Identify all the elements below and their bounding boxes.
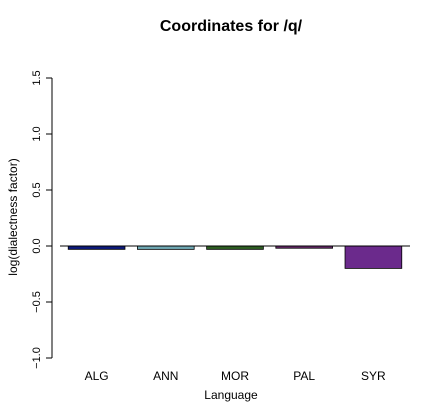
- y-tick-label: 1.0: [31, 126, 43, 141]
- y-axis-label: log(dialectness factor): [6, 158, 20, 275]
- y-tick-label: 1.5: [31, 70, 43, 85]
- x-tick-label-mor: MOR: [221, 369, 249, 383]
- bar-syr: [344, 245, 403, 269]
- x-tick-label-syr: SYR: [361, 369, 386, 383]
- x-tick-label-pal: PAL: [293, 369, 315, 383]
- bar-alg: [67, 245, 126, 250]
- x-axis-label: Language: [204, 388, 258, 402]
- x-tick-label-alg: ALG: [85, 369, 109, 383]
- x-tick-labels: ALG ANN MOR PAL SYR: [85, 369, 386, 383]
- y-tick-label: 0.0: [31, 238, 43, 253]
- bar-mor: [206, 245, 264, 250]
- y-tick-label: −0.5: [31, 291, 43, 313]
- y-tick-label: 0.5: [31, 182, 43, 197]
- x-tick-label-ann: ANN: [153, 369, 178, 383]
- chart-title: Coordinates for /q/: [160, 18, 303, 35]
- bar-ann: [137, 245, 195, 250]
- bars: [67, 245, 403, 269]
- y-tick-label: −1.0: [31, 347, 43, 369]
- y-axis: −1.0 −0.5 0.0 0.5 1.0 1.5: [31, 70, 53, 369]
